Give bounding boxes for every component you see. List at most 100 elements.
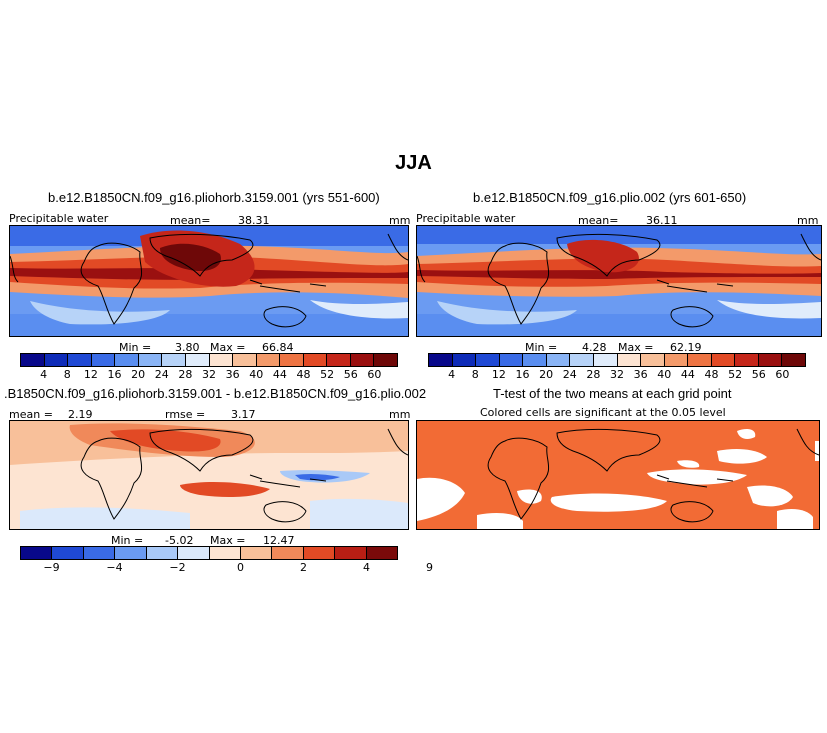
colorbar-tick-label: 20 [539, 368, 554, 381]
colorbar-tick-label: 12 [491, 368, 506, 381]
colorbar-swatch [327, 354, 351, 366]
panel2-colorbar-swatches [428, 353, 806, 367]
panel1-min-label: Min = [119, 341, 152, 354]
panel4-significance-field [417, 421, 819, 529]
colorbar-swatch [115, 354, 139, 366]
colorbar-tick-label: 32 [610, 368, 624, 381]
panel1-precip-field [10, 226, 408, 336]
colorbar-tick-label: 36 [225, 368, 240, 381]
panel3-max-label: Max = [210, 534, 246, 547]
colorbar-tick-label: 52 [320, 368, 335, 381]
colorbar-swatch [256, 354, 281, 366]
colorbar-tick-label: 56 [343, 368, 358, 381]
colorbar-swatch [233, 354, 257, 366]
panel2-max-value: 62.19 [670, 341, 702, 354]
panel3-mean-label: mean = [9, 408, 53, 421]
panel3-title: .B1850CN.f09_g16.pliohorb.3159.001 - b.e… [4, 386, 427, 401]
colorbar-tick-label: 2 [300, 561, 307, 574]
panel3-min-value: -5.02 [165, 534, 194, 547]
panel3-max-value: 12.47 [263, 534, 295, 547]
panel2-colorbar: 4 8 12 16 20 24 28 32 36 40 44 48 52 56 60 [428, 353, 806, 381]
panel1-colorbar-swatches [20, 353, 398, 367]
colorbar-swatch [350, 354, 375, 366]
colorbar-swatch [429, 354, 453, 366]
colorbar-swatch [209, 547, 241, 559]
colorbar-swatch [366, 547, 398, 559]
colorbar-tick-label: 60 [367, 368, 382, 381]
colorbar-tick-label: 8 [63, 368, 71, 381]
colorbar-tick-label: 28 [178, 368, 193, 381]
colorbar-tick-label: 16 [515, 368, 530, 381]
colorbar-swatch [240, 547, 273, 559]
colorbar-swatch [499, 354, 524, 366]
panel4-map [416, 420, 820, 530]
colorbar-tick-label: 0 [237, 561, 244, 574]
colorbar-swatch [272, 547, 304, 559]
panel2-colorbar-ticks: 4 8 12 16 20 24 28 32 36 40 44 48 52 56 60 [428, 367, 806, 381]
colorbar-swatch [641, 354, 665, 366]
colorbar-swatch [44, 354, 69, 366]
colorbar-swatch [185, 354, 210, 366]
panel3-colorbar-ticks: −9 −4 −2 0 2 4 9 [20, 560, 433, 574]
panel3-min-label: Min = [111, 534, 144, 547]
colorbar-tick-label: 24 [154, 368, 169, 381]
panel1-mean-label: mean= [170, 214, 211, 227]
colorbar-swatch [782, 354, 805, 366]
colorbar-swatch [664, 354, 689, 366]
panel3-difference-field [10, 421, 408, 529]
colorbar-tick-label: 40 [657, 368, 672, 381]
colorbar-swatch [452, 354, 477, 366]
panel3-mean-value: 2.19 [68, 408, 93, 421]
colorbar-swatch [735, 354, 759, 366]
colorbar-swatch [335, 547, 367, 559]
colorbar-swatch [374, 354, 397, 366]
panel3-units: mm [389, 408, 411, 421]
colorbar-tick-label: 4 [363, 561, 370, 574]
colorbar-tick-label: 44 [680, 368, 695, 381]
colorbar-tick-label: 24 [562, 368, 577, 381]
colorbar-swatch [476, 354, 500, 366]
panel1-colorbar-ticks: 4 8 12 16 20 24 28 32 36 40 44 48 52 56 60 [20, 367, 398, 381]
colorbar-tick-label: 16 [107, 368, 122, 381]
colorbar-swatch [617, 354, 642, 366]
colorbar-swatch [523, 354, 547, 366]
colorbar-tick-label: 48 [704, 368, 719, 381]
colorbar-swatch [570, 354, 594, 366]
panel2-title: b.e12.B1850CN.f09_g16.plio.002 (yrs 601-… [473, 190, 747, 205]
colorbar-swatch [138, 354, 163, 366]
colorbar-tick-label: 9 [426, 561, 433, 574]
colorbar-tick-label: 12 [83, 368, 98, 381]
colorbar-swatch [68, 354, 92, 366]
panel3-colorbar: −9 −4 −2 0 2 4 9 [20, 546, 433, 574]
panel1-max-value: 66.84 [262, 341, 294, 354]
panel3-colorbar-swatches [20, 546, 398, 560]
colorbar-tick-label: −9 [43, 561, 60, 574]
colorbar-tick-label: 56 [751, 368, 766, 381]
panel1-colorbar: 4 8 12 16 20 24 28 32 36 40 44 48 52 56 60 [20, 353, 398, 381]
colorbar-tick-label: 4 [448, 368, 456, 381]
panel1-max-label: Max = [210, 341, 246, 354]
colorbar-tick-label: 40 [249, 368, 264, 381]
panel1-min-value: 3.80 [175, 341, 200, 354]
panel1-variable-label: Precipitable water [9, 212, 109, 225]
panel2-max-label: Max = [618, 341, 654, 354]
colorbar-swatch [178, 547, 210, 559]
colorbar-tick-label: 32 [202, 368, 216, 381]
panel2-variable-label: Precipitable water [416, 212, 516, 225]
colorbar-swatch [546, 354, 571, 366]
panel1-mean-value: 38.31 [238, 214, 270, 227]
colorbar-swatch [593, 354, 618, 366]
colorbar-swatch [115, 547, 147, 559]
colorbar-tick-label: 20 [131, 368, 146, 381]
colorbar-swatch [688, 354, 712, 366]
panel4-subtitle: Colored cells are significant at the 0.0… [480, 406, 726, 419]
colorbar-swatch [21, 354, 45, 366]
figure-title: JJA [395, 152, 432, 174]
panel2-precip-field [417, 226, 821, 336]
colorbar-swatch [91, 354, 116, 366]
colorbar-swatch [758, 354, 783, 366]
colorbar-swatch [83, 547, 116, 559]
panel2-map [416, 225, 822, 337]
panel2-mean-value: 36.11 [646, 214, 678, 227]
colorbar-tick-label: 48 [296, 368, 311, 381]
